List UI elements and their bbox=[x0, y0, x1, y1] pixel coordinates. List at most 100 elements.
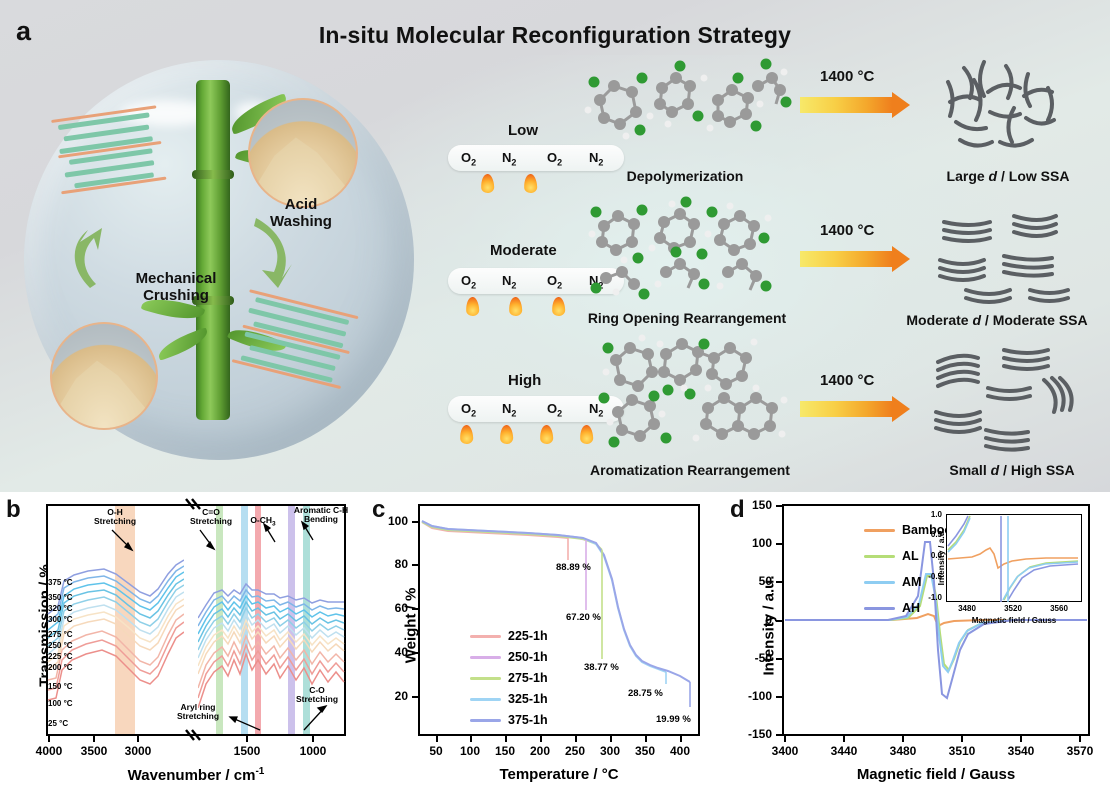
panel-b-tick-3000 bbox=[137, 736, 139, 742]
panel-c-xtick-350 bbox=[645, 736, 647, 742]
annotation-co-stretching: C=O Stretching bbox=[189, 507, 233, 526]
panel-c-xtick-400 bbox=[680, 736, 682, 742]
row-2-gas-o2-b: O2 bbox=[547, 273, 563, 291]
row-3-gas-o2-a: O2 bbox=[461, 401, 477, 419]
legend-label-al: AL bbox=[902, 549, 919, 563]
panel-d-ytick-150 bbox=[776, 505, 782, 507]
band-c-o-stretching bbox=[303, 506, 310, 734]
trace-label-300: 300 °C bbox=[48, 615, 73, 624]
legend-label-ah: AH bbox=[902, 601, 921, 615]
panel-c-plot-area bbox=[418, 504, 700, 736]
row-3-result-prefix: Small bbox=[949, 462, 991, 478]
panel-b-tick-1000 bbox=[312, 736, 314, 742]
panel-d-inset-ylabel-1: 1.0 bbox=[930, 510, 942, 519]
panel-a-letter: a bbox=[16, 16, 32, 46]
panel-c-ylabel-60: 60 bbox=[394, 601, 408, 615]
panel-c-letter: c bbox=[372, 496, 386, 523]
row-2-gas-n2-a: N2 bbox=[502, 273, 517, 291]
panel-d-legend-item-am: AM bbox=[864, 575, 921, 589]
row-3-mechanism-label: Aromatization Rearrangement bbox=[590, 462, 790, 478]
row-1-molecule-svg bbox=[584, 58, 792, 140]
panel-c-pct-19: 19.99 % bbox=[656, 714, 691, 725]
annotation-aromatic-ch-bending: Aromatic C-H Bending bbox=[293, 505, 349, 524]
panel-c-legend-item-325: 325-1h bbox=[470, 692, 548, 706]
band-aryl-ring bbox=[241, 506, 248, 734]
panel-d-inset-curves bbox=[947, 515, 1079, 602]
panel-d-ylabel-m50: -50 bbox=[754, 651, 772, 665]
panel-c-xtick-50 bbox=[436, 736, 438, 742]
bamboo-stalk bbox=[196, 80, 230, 420]
panel-d-ytick-0 bbox=[776, 620, 782, 622]
row-2-temperature-label: 1400 °C bbox=[820, 222, 875, 239]
panel-d-legend-item-bamboo: Bamboo bbox=[864, 523, 952, 537]
row-3-result-label: Small d / High SSA bbox=[922, 462, 1102, 478]
panel-d: d Intensity / a.u. Bamboo AL AM AH bbox=[724, 492, 1110, 797]
panel-c-ylabel-100: 100 bbox=[387, 514, 408, 528]
row-2-result-label: Moderate d / Moderate SSA bbox=[884, 312, 1110, 328]
panel-c-legend-item-250: 250-1h bbox=[470, 650, 548, 664]
panel-c-legend-item-225: 225-1h bbox=[470, 629, 548, 643]
row-1-gas-o2-a: O2 bbox=[461, 150, 477, 168]
panel-c: c Weight / % 88.89 % 67.20 % 3 bbox=[366, 492, 724, 797]
row-2-gas-o2-a: O2 bbox=[461, 273, 477, 291]
row-3-gas-n2-b: N2 bbox=[589, 401, 604, 419]
legend-label-275: 275-1h bbox=[508, 671, 548, 685]
panel-d-xtick-3570 bbox=[1079, 736, 1081, 742]
panel-d-ylabel-50: 50 bbox=[758, 574, 772, 588]
panel-c-ylabel-40: 40 bbox=[394, 645, 408, 659]
panel-c-xlabel-300: 300 bbox=[599, 744, 621, 758]
panel-c-xtick-100 bbox=[470, 736, 472, 742]
panel-d-inset-ylabel-0: 0.0 bbox=[930, 551, 942, 560]
mechanical-crushing-line1: Mechanical bbox=[135, 270, 217, 287]
annotation-oh-stretching: O-H Stretching bbox=[93, 507, 137, 526]
row-1-gas-n2-b: N2 bbox=[589, 150, 604, 168]
legend-swatch-al bbox=[864, 554, 895, 558]
row-2-molecules bbox=[582, 196, 792, 306]
panel-d-xtick-3480 bbox=[902, 736, 904, 742]
panel-d-inset-xlabel-3560: 3560 bbox=[1050, 604, 1068, 613]
panel-b: b Transmission / % bbox=[0, 492, 366, 797]
powder-mound-2 bbox=[52, 360, 156, 428]
trace-label-150: 150 °C bbox=[48, 682, 73, 691]
trace-label-100: 100 °C bbox=[48, 699, 73, 708]
legend-swatch-ah bbox=[864, 606, 895, 610]
panel-c-ylabel-80: 80 bbox=[394, 557, 408, 571]
trace-label-25: 25 °C bbox=[48, 719, 69, 728]
panel-c-tga-curves bbox=[421, 520, 691, 707]
panel-c-xlabel-150: 150 bbox=[494, 744, 516, 758]
panel-d-x-axis-title: Magnetic field / Gauss bbox=[856, 766, 1016, 783]
panel-c-pct-28: 28.75 % bbox=[628, 688, 663, 699]
panel-d-xtick-3540 bbox=[1020, 736, 1022, 742]
panel-c-legend-item-275: 275-1h bbox=[470, 671, 548, 685]
row-1-result-prefix: Large bbox=[946, 168, 989, 184]
panel-b-spectra bbox=[47, 498, 345, 741]
row-2-arrow bbox=[800, 246, 910, 272]
panel-b-tick-4000 bbox=[48, 736, 50, 742]
panel-d-xlabel-3480: 3480 bbox=[889, 744, 917, 758]
legend-label-225: 225-1h bbox=[508, 629, 548, 643]
panel-b-letter: b bbox=[6, 496, 21, 523]
band-co-stretching bbox=[216, 506, 223, 734]
panel-d-inset-ylabel-m1: -1.0 bbox=[928, 593, 942, 602]
row-1-result-label: Large d / Low SSA bbox=[918, 168, 1098, 184]
panel-d-ytick-100 bbox=[776, 543, 782, 545]
row-1-temperature-label: 1400 °C bbox=[820, 68, 875, 85]
panel-d-inset-xlabel-3480: 3480 bbox=[958, 604, 976, 613]
panel-d-ylabel-150: 150 bbox=[751, 498, 772, 512]
panel-d-ylabel-m100: -100 bbox=[747, 689, 772, 703]
panel-c-ytick-80 bbox=[412, 564, 418, 566]
panel-a: a In-situ Molecular Reconfiguration Stra… bbox=[0, 0, 1110, 492]
panel-d-letter: d bbox=[730, 496, 745, 523]
panel-b-tick-1500 bbox=[246, 736, 248, 742]
row-1-result-suffix: / Low SSA bbox=[997, 168, 1070, 184]
row-2-carbon-structure bbox=[930, 198, 1080, 308]
row-3-gas-strip bbox=[448, 396, 624, 422]
panel-a-title: In-situ Molecular Reconfiguration Strate… bbox=[318, 22, 792, 48]
row-3-carbon-structure bbox=[928, 336, 1080, 454]
mechanical-crushing-label: Mechanical Crushing bbox=[106, 270, 246, 305]
panel-b-x-axis-title: Wavenumber / cm-1 bbox=[127, 766, 265, 784]
trace-label-200: 200 °C bbox=[48, 663, 73, 672]
panel-d-xlabel-3510: 3510 bbox=[948, 744, 976, 758]
panel-c-xlabel-50: 50 bbox=[429, 744, 443, 758]
